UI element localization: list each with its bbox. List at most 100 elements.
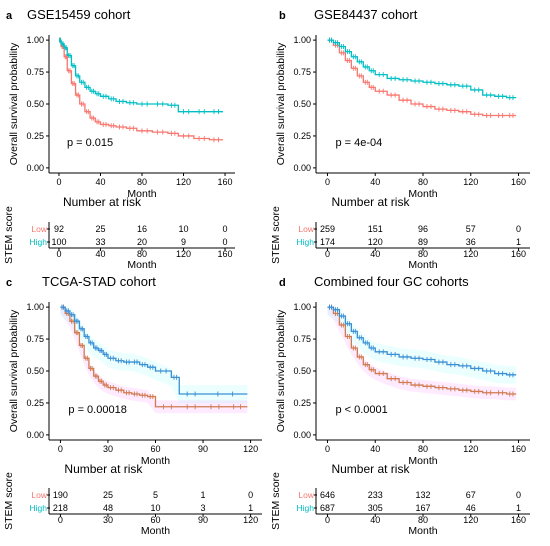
risk-count: 0 [516,224,521,234]
risk-count: 92 [54,224,64,234]
y-tick-label: 0.25 [293,398,311,408]
risk-table-title: Number at risk [63,195,142,209]
x-axis-title: Month [127,188,156,200]
y-tick-label: 0.75 [293,67,311,77]
y-tick-label: 0.50 [293,366,311,376]
risk-x-tick-label: 80 [418,515,428,525]
risk-count: 36 [466,237,476,247]
risk-x-tick-label: 0 [325,515,330,525]
risk-x-tick-label: 80 [137,249,147,259]
censor-marks-low [59,37,219,143]
x-tick-label: 40 [370,177,380,187]
risk-x-axis-title: Month [408,525,437,537]
risk-count: 120 [368,237,383,247]
risk-y-axis-title: STEM score [3,472,15,530]
y-tick-label: 0.25 [26,131,44,141]
y-tick-label: 0.75 [26,334,44,344]
risk-y-axis-title: STEM score [270,206,282,264]
survival-curve-low [327,39,517,117]
x-tick-label: 0 [56,177,61,187]
panel-letter: c [6,277,12,289]
risk-count: 646 [320,490,335,500]
y-tick-label: 0.00 [293,430,311,440]
y-tick-label: 0.25 [26,398,44,408]
risk-x-tick-label: 160 [218,249,233,259]
risk-count: 25 [103,490,113,500]
x-tick-label: 120 [243,444,258,454]
x-axis-title: Month [408,188,437,200]
risk-group-label: Low [298,490,314,500]
risk-count: 0 [223,224,228,234]
risk-table-title: Number at risk [331,462,410,476]
panel-title: TCGA-STAD cohort [42,274,156,289]
risk-x-tick-label: 80 [418,249,428,259]
x-tick-label: 160 [218,177,233,187]
y-tick-label: 1.00 [293,35,311,45]
x-tick-label: 0 [58,444,63,454]
risk-group-label: High [297,237,315,247]
risk-count: 100 [51,237,66,247]
risk-count: 0 [516,490,521,500]
p-value: p < 0.0001 [335,404,387,416]
confidence-band-high [60,307,248,403]
risk-count: 96 [418,224,428,234]
x-tick-label: 120 [176,177,191,187]
risk-table-title: Number at risk [331,195,410,209]
risk-x-axis-title: Month [127,259,156,271]
x-tick-label: 80 [418,444,428,454]
x-axis-title: Month [408,455,437,467]
y-tick-label: 0.50 [293,99,311,109]
risk-x-tick-label: 0 [56,249,61,259]
risk-count: 1 [201,490,206,500]
risk-x-axis-title: Month [408,259,437,271]
survival-curve-high [58,39,223,113]
risk-count: 174 [320,237,335,247]
risk-x-tick-label: 90 [198,515,208,525]
risk-x-tick-label: 160 [511,249,526,259]
p-value: p = 0.015 [67,137,113,149]
risk-x-tick-label: 30 [103,515,113,525]
censor-marks-high [329,37,514,101]
x-tick-label: 0 [325,444,330,454]
panel-letter: b [279,10,286,22]
risk-count: 305 [368,503,383,513]
risk-count: 1 [248,503,253,513]
risk-x-tick-label: 120 [463,249,478,259]
risk-group-label: Low [31,224,47,234]
panel-letter: a [6,10,13,22]
risk-x-tick-label: 40 [95,249,105,259]
risk-group-label: Low [298,224,314,234]
risk-count: 25 [95,224,105,234]
y-tick-label: 0.25 [293,131,311,141]
p-value: p = 4e-04 [335,137,382,149]
x-tick-label: 60 [150,444,160,454]
risk-count: 16 [137,224,147,234]
y-tick-label: 0.75 [293,334,311,344]
panel-a: a GSE15459 cohort 0.00 0.25 0.50 0.75 1.00 0 40 8… [3,7,235,271]
risk-count: 687 [320,503,335,513]
risk-group-label: High [30,503,48,513]
risk-x-tick-label: 60 [150,515,160,525]
x-tick-label: 90 [198,444,208,454]
confidence-band-high [327,307,517,384]
risk-y-axis-title: STEM score [270,472,282,530]
risk-count: 151 [368,224,383,234]
x-tick-label: 30 [103,444,113,454]
risk-group-label: High [30,237,48,247]
risk-x-axis-title: Month [141,525,170,537]
risk-count: 1 [516,237,521,247]
survival-curve-low [58,39,223,141]
survival-curve-high [327,306,517,376]
risk-count: 67 [466,490,476,500]
x-tick-label: 160 [511,444,526,454]
risk-count: 167 [415,503,430,513]
risk-count: 20 [137,237,147,247]
y-axis-title: Overall survival probability [275,42,287,165]
censor-marks-high [329,304,514,378]
risk-x-tick-label: 0 [58,515,63,525]
x-axis-title: Month [141,455,170,467]
p-value: p = 0.00018 [68,404,126,416]
y-tick-label: 0.00 [26,430,44,440]
x-tick-label: 40 [370,444,380,454]
